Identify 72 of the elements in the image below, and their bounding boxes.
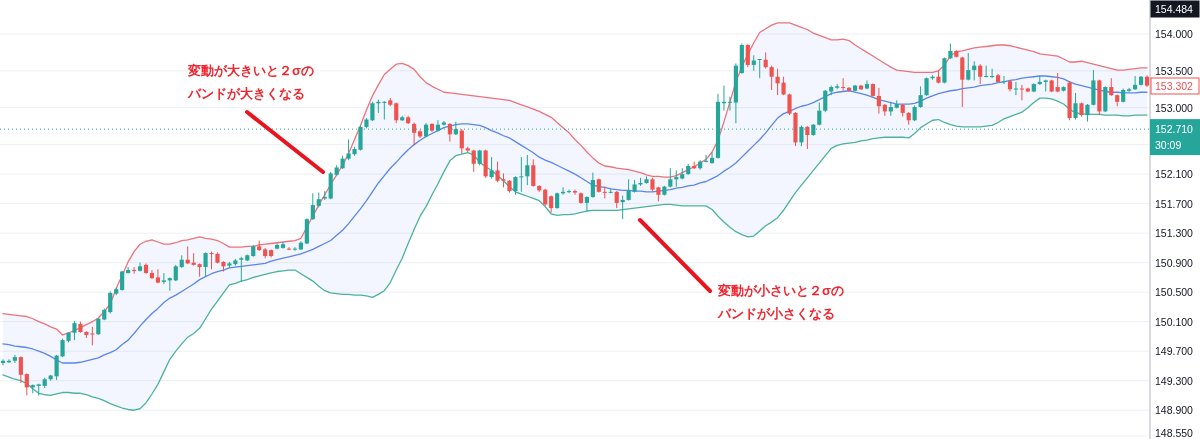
y-tick-label: 149.700 — [1155, 345, 1194, 358]
candlestick — [876, 87, 881, 115]
y-tick-label: 151.300 — [1155, 227, 1194, 240]
candlestick — [239, 256, 244, 283]
y-tick-label: 154.000 — [1155, 27, 1194, 40]
candlestick — [566, 189, 572, 194]
candlestick — [769, 65, 774, 91]
candlestick — [525, 154, 530, 186]
candlestick — [966, 52, 971, 81]
candlestick — [924, 76, 929, 97]
y-tick-label: 153.000 — [1155, 101, 1194, 114]
candlestick — [12, 354, 17, 364]
candlestick — [203, 251, 208, 277]
candlestick — [531, 158, 536, 188]
candlestick — [131, 266, 137, 275]
candlestick — [1001, 75, 1007, 85]
candlestick — [590, 172, 595, 199]
candlestick — [709, 151, 715, 165]
candlestick — [745, 43, 750, 68]
annotation: 変動が小さいと２σのバンドが小さくなる — [717, 283, 844, 321]
y-tick-label: 152.100 — [1155, 168, 1194, 181]
text: 153.302 — [1155, 80, 1194, 92]
candlestick — [90, 326, 95, 346]
candlestick — [108, 290, 113, 315]
candlestick — [823, 89, 828, 113]
candlestick — [727, 96, 733, 112]
candlestick — [960, 56, 965, 108]
candlestick — [370, 101, 375, 122]
candlestick — [990, 68, 995, 79]
candlestick — [978, 63, 983, 85]
y-tick-label: 150.100 — [1155, 315, 1194, 328]
candlestick — [757, 58, 762, 79]
ref-line-label: 152.710 30:09 — [1155, 123, 1194, 152]
y-tick-label: 153.500 — [1155, 64, 1194, 77]
candlestick — [1127, 87, 1132, 93]
candlestick — [120, 270, 125, 292]
candlestick — [984, 65, 989, 78]
y-tick-label: 149.300 — [1155, 374, 1194, 387]
candlestick — [572, 189, 578, 196]
candlestick — [310, 192, 315, 221]
candlestick — [471, 149, 476, 173]
candlestick — [292, 246, 298, 252]
candlestick — [161, 272, 166, 285]
y-tick-label: 151.700 — [1155, 197, 1194, 210]
y-tick-label: 150.500 — [1155, 286, 1194, 299]
candlestick — [841, 77, 846, 92]
text: 154.484 — [1155, 3, 1194, 15]
candlestick — [489, 156, 494, 180]
candlestick — [1019, 84, 1024, 101]
candlestick — [382, 100, 387, 121]
candlestick — [459, 128, 464, 154]
y-tick-label: 150.900 — [1155, 256, 1194, 269]
candlestick — [704, 154, 709, 163]
candlestick — [72, 320, 77, 341]
annotation: 変動が大きいと２σのバンドが大きくなる — [187, 63, 314, 101]
candlestick — [918, 85, 923, 109]
candlestick — [286, 246, 292, 251]
candlestick — [126, 266, 131, 275]
y-tick-label: 148.550 — [1155, 427, 1194, 439]
candlestick — [513, 175, 518, 196]
candlestick — [18, 355, 23, 384]
candlestick — [519, 156, 524, 193]
candlestick — [781, 76, 786, 96]
candlestick — [155, 268, 160, 284]
y-tick-label: 148.900 — [1155, 404, 1194, 417]
candlestick — [54, 354, 59, 381]
candlestick — [412, 121, 417, 146]
candlestick — [584, 195, 589, 212]
candlestick — [626, 178, 631, 202]
candlestick — [24, 372, 29, 396]
candlestick — [1073, 92, 1078, 121]
candlestick — [1013, 81, 1019, 96]
